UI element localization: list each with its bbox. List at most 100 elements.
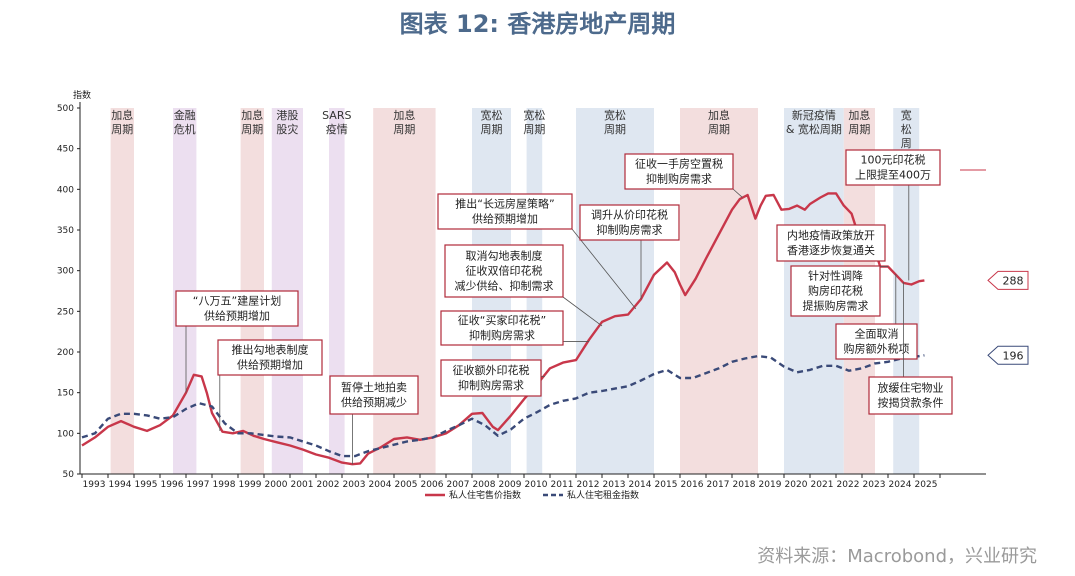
annotation-text: 购房额外税项 <box>844 342 910 356</box>
annotation-text: 抑制购房需求 <box>458 378 524 392</box>
period-label: 周期 <box>708 123 730 136</box>
x-tick-label: 2007 <box>447 480 470 490</box>
x-tick-label: 2011 <box>551 480 574 490</box>
end-value-tag <box>987 345 1029 365</box>
period-label: SARS <box>322 109 351 122</box>
x-tick-label: 2018 <box>733 480 756 490</box>
annotation-box <box>437 193 573 230</box>
period-label: 疫情 <box>326 122 348 136</box>
x-tick-label: 2022 <box>837 480 860 490</box>
y-tick-label: 50 <box>63 470 75 480</box>
period-label: 周期 <box>848 123 870 136</box>
x-tick-label: 2009 <box>499 480 522 490</box>
period-label: 周期 <box>393 123 415 136</box>
annotation-text: 抑制购房需求 <box>469 328 535 342</box>
annotation-text: 上限提至400万 <box>855 169 931 182</box>
series-lines: 288 196 <box>81 169 1029 466</box>
period-label: 松 <box>901 122 912 136</box>
x-tick-label: 2025 <box>915 480 938 490</box>
x-tick-label: 2014 <box>629 480 652 490</box>
period-label: 宽松 <box>604 108 626 122</box>
period-label: 加息 <box>848 108 870 122</box>
annotation-text: 推出勾地表制度 <box>232 343 309 357</box>
x-tick-label: 2004 <box>369 480 392 490</box>
annotation-text: 抑制购房需求 <box>597 223 663 237</box>
x-tick-label: 2015 <box>655 480 678 490</box>
x-tick-label: 2021 <box>811 480 834 490</box>
period-label: 加息 <box>393 108 415 122</box>
annotation-text: 购房印花税 <box>808 284 863 298</box>
y-tick-label: 300 <box>57 267 74 277</box>
annotation-text: 香港逐步恢复通关 <box>787 243 875 257</box>
annotation-text: 供给预期增加 <box>204 309 270 323</box>
annotation-text: 暂停土地拍卖 <box>341 380 407 394</box>
annotation-text: 供给预期减少 <box>341 395 407 409</box>
annotation-box <box>776 224 886 262</box>
annotation-text: 放缓住宅物业 <box>878 381 944 395</box>
end-value-label: 196 <box>1003 349 1024 362</box>
y-tick-label: 350 <box>57 226 74 236</box>
period-label: 宽松 <box>523 108 545 122</box>
annotation-text: 供给预期增加 <box>472 212 538 226</box>
x-tick-label: 2006 <box>421 480 444 490</box>
y-axis-label: 指数 <box>73 89 91 101</box>
period-label: 新冠疫情 <box>792 108 836 122</box>
x-tick-label: 2023 <box>863 480 886 490</box>
x-tick-label: 2002 <box>317 480 340 490</box>
annotation-box <box>444 244 564 298</box>
period-label: 宽 <box>901 108 912 122</box>
period-band <box>329 108 345 474</box>
period-label: 加息 <box>111 108 133 122</box>
period-label: 周期 <box>523 123 545 136</box>
source-note: 资料来源：Macrobond，兴业研究 <box>757 546 1037 567</box>
y-tick-label: 450 <box>57 145 74 155</box>
x-tick-label: 1993 <box>83 480 106 490</box>
period-label: 周期 <box>241 123 263 136</box>
period-label: 危机 <box>174 122 196 136</box>
annotation-box <box>175 290 299 327</box>
y-tick-label: 150 <box>57 389 74 399</box>
x-tick-label: 1996 <box>161 480 184 490</box>
period-label: 周期 <box>604 123 626 136</box>
x-tick-label: 1994 <box>109 480 132 490</box>
annotation-box <box>217 339 323 376</box>
x-tick-label: 2017 <box>707 480 730 490</box>
period-label: 加息 <box>241 108 263 122</box>
x-tick-label: 2005 <box>395 480 418 490</box>
annotation-box <box>624 153 734 190</box>
annotation-box <box>329 375 419 415</box>
y-tick-label: 500 <box>57 104 74 114</box>
annotation-text: 征收“买家印花税” <box>458 313 546 327</box>
rent-index-line <box>81 354 925 458</box>
annotations: “八万五”建屋计划供给预期增加推出勾地表制度供给预期增加暂停土地拍卖供给预期减少… <box>175 149 953 465</box>
annotation-text: “八万五”建屋计划 <box>193 294 281 308</box>
legend-label-sale: 私人住宅售价指数 <box>449 489 521 501</box>
end-value-label: 288 <box>1003 274 1024 287</box>
period-band <box>373 108 436 474</box>
annotation-leader <box>562 296 603 327</box>
annotation-text: 按揭贷款条件 <box>878 396 944 410</box>
annotation-text: 推出“长远房屋策略” <box>455 197 554 211</box>
annotation-box <box>579 204 680 241</box>
period-label: 宽松 <box>481 108 503 122</box>
chart-canvas: 加息周期金融危机加息周期港股股灾SARS疫情加息周期宽松周期宽松周期宽松周期加息… <box>57 89 1029 501</box>
x-tick-label: 2000 <box>265 480 288 490</box>
annotation-text: 抑制购房需求 <box>646 172 712 186</box>
y-tick-label: 250 <box>57 307 74 317</box>
x-tick-label: 1999 <box>239 480 262 490</box>
annotation-text: 100元印花税 <box>861 153 926 167</box>
y-tick-label: 100 <box>57 429 74 439</box>
annotation-box <box>790 265 881 317</box>
x-tick-label: 2013 <box>603 480 626 490</box>
annotation-leader <box>732 188 743 198</box>
period-label: 周期 <box>111 123 133 136</box>
x-tick-label: 1995 <box>135 480 158 490</box>
period-label: 金融 <box>174 108 196 122</box>
annotation-box <box>440 310 564 346</box>
x-tick-label: 2016 <box>681 480 704 490</box>
annotation-text: 减少供给、抑制需求 <box>455 279 554 293</box>
x-tick-label: 2010 <box>525 480 548 490</box>
period-label: 港股 <box>276 109 298 122</box>
x-tick-label: 2020 <box>785 480 808 490</box>
